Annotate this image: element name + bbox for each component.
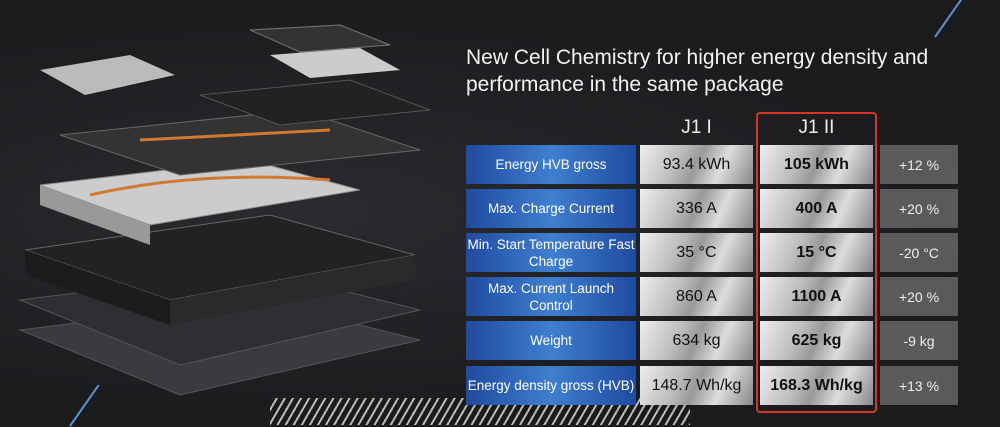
row-label: Weight <box>466 321 636 360</box>
j1-i-value: 336 A <box>640 189 753 228</box>
column-header-j1-ii: J1 II <box>798 117 835 138</box>
row-label: Energy HVB gross <box>466 145 636 184</box>
difference-value: -20 °C <box>880 233 958 272</box>
column-header-j1-i: J1 I <box>681 117 712 138</box>
difference-value: +12 % <box>880 145 958 184</box>
j1-ii-value: 400 A <box>760 189 873 228</box>
row-label: Energy density gross (HVB) <box>466 366 636 405</box>
j1-ii-value: 1100 A <box>760 277 873 316</box>
difference-value: +20 % <box>880 277 958 316</box>
j1-i-value: 860 A <box>640 277 753 316</box>
slide-title: New Cell Chemistry for higher energy den… <box>466 46 929 96</box>
row-label: Min. Start Temperature Fast Charge <box>466 233 636 272</box>
row-label: Max. Charge Current <box>466 189 636 228</box>
j1-ii-value: 15 °C <box>760 233 873 272</box>
highlight-box <box>756 112 877 413</box>
j1-ii-value: 625 kg <box>760 321 873 360</box>
row-label: Max. Current Launch Control <box>466 277 636 316</box>
j1-i-value: 634 kg <box>640 321 753 360</box>
j1-ii-value: 105 kWh <box>760 145 873 184</box>
j1-ii-value: 168.3 Wh/kg <box>760 366 873 405</box>
j1-i-value: 148.7 Wh/kg <box>640 366 753 405</box>
difference-value: +20 % <box>880 189 958 228</box>
battery-exploded-illustration <box>18 24 431 396</box>
j1-i-value: 93.4 kWh <box>640 145 753 184</box>
j1-i-value: 35 °C <box>640 233 753 272</box>
difference-value: +13 % <box>880 366 958 405</box>
difference-value: -9 kg <box>880 321 958 360</box>
